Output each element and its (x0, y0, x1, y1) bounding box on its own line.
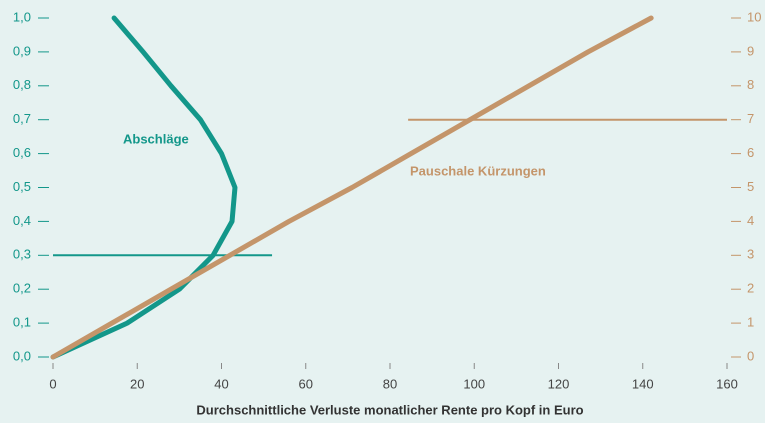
x-axis-label: Durchschnittliche Verluste monatlicher R… (196, 402, 583, 417)
y-tick-label: 0,3 (13, 247, 31, 262)
y2-tick-label: 2 (747, 281, 754, 296)
y-tick-label: 0,2 (13, 281, 31, 296)
series-label: Abschläge (123, 131, 189, 146)
y-tick-label: 1,0 (13, 9, 31, 24)
y2-tick-label: 3 (747, 247, 754, 262)
x-tick-label: 120 (548, 376, 570, 391)
y2-tick-label: 0 (747, 348, 754, 363)
y2-tick-label: 5 (747, 179, 754, 194)
y2-tick-label: 6 (747, 145, 754, 160)
x-tick-label: 80 (383, 376, 397, 391)
x-tick-label: 20 (130, 376, 144, 391)
series-line (50, 15, 654, 360)
y2-tick-label: 4 (747, 213, 754, 228)
x-tick-label: 60 (299, 376, 313, 391)
y-tick-label: 0,5 (13, 179, 31, 194)
x-tick-label: 160 (716, 376, 738, 391)
y-tick-label: 0,1 (13, 315, 31, 330)
y2-tick-label: 9 (747, 43, 754, 58)
y2-tick-label: 7 (747, 111, 754, 126)
y-tick-label: 0,4 (13, 213, 31, 228)
y-tick-label: 0,0 (13, 348, 31, 363)
y-tick-label: 0,8 (13, 77, 31, 92)
x-tick-label: 100 (463, 376, 485, 391)
x-tick-label: 140 (632, 376, 654, 391)
y2-tick-label: 10 (747, 9, 761, 24)
x-tick-label: 0 (49, 376, 56, 391)
y2-tick-label: 1 (747, 315, 754, 330)
series-line (50, 15, 238, 360)
y-tick-label: 0,7 (13, 111, 31, 126)
x-tick-label: 40 (214, 376, 228, 391)
y2-tick-label: 8 (747, 77, 754, 92)
series-label: Pauschale Kürzungen (410, 163, 546, 178)
y-tick-label: 0,9 (13, 43, 31, 58)
y-tick-label: 0,6 (13, 145, 31, 160)
